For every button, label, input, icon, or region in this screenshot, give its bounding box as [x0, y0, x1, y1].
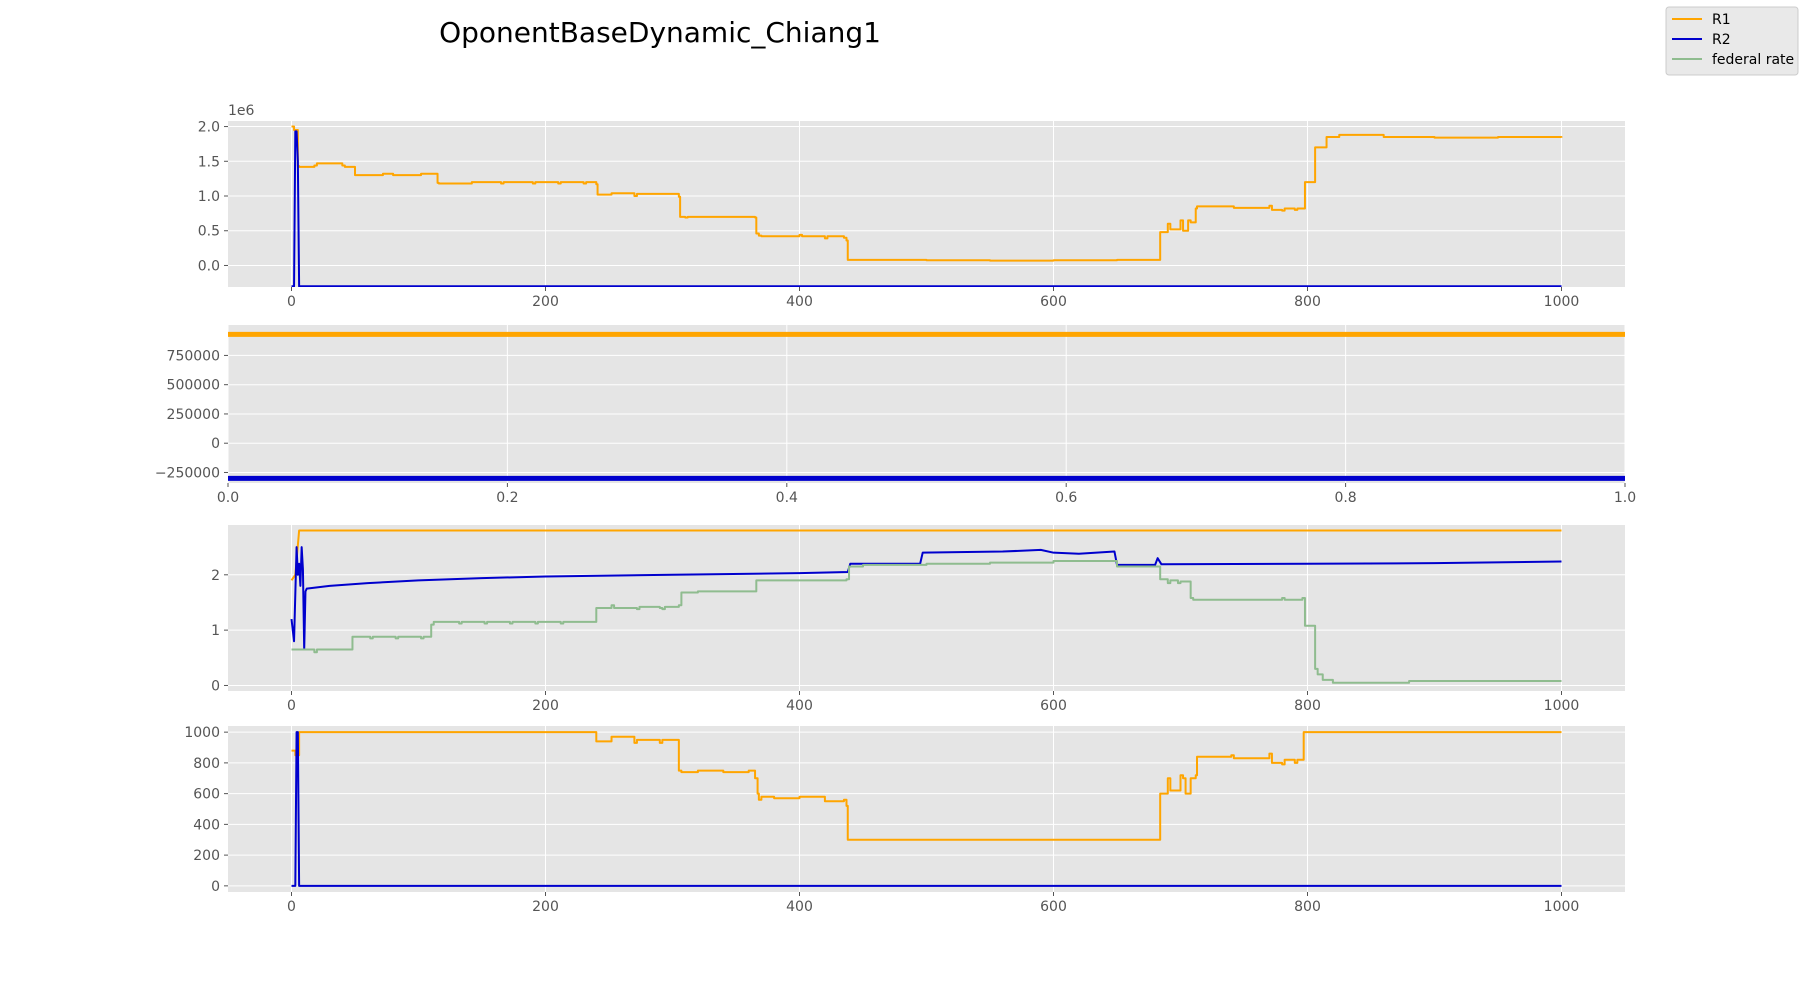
- x-tick-label: 0: [287, 899, 296, 915]
- x-tick-label: 1000: [1544, 899, 1580, 915]
- y-tick-label: 0.0: [198, 258, 220, 274]
- series-group: [291, 731, 1562, 887]
- legend-entry-federal-rate: federal rate: [1672, 52, 1794, 68]
- series-line-r2: [290, 546, 1562, 651]
- x-tick-label: 400: [786, 294, 813, 310]
- y-tick-label: 0.5: [198, 224, 220, 240]
- legend-label-r1: R1: [1712, 12, 1731, 28]
- y-tick-label: 0: [211, 879, 220, 895]
- y-tick-label: 2.0: [198, 120, 220, 136]
- x-tick-label: 800: [1294, 698, 1321, 714]
- y-tick-label: 0: [211, 436, 220, 452]
- series-group: [291, 125, 1563, 287]
- y-tick-label: 400: [193, 817, 220, 833]
- legend-entry-r1: R1: [1672, 12, 1731, 28]
- legend-label-r2: R2: [1712, 32, 1731, 48]
- y-offset-label: 1e6: [228, 103, 255, 119]
- subplot-4: 0 200 400 600 800 1000 0 200 400 600 800 1000: [184, 725, 1625, 915]
- x-tick-label: 600: [1040, 899, 1067, 915]
- y-tick-label: 500000: [167, 378, 220, 394]
- plot-area: [228, 726, 1625, 892]
- y-tick-label: 2: [211, 568, 220, 584]
- y-tick-label: 0: [211, 678, 220, 694]
- x-tick-label: 800: [1294, 294, 1321, 310]
- series-line-r2: [291, 731, 1562, 887]
- legend-entry-r2: R2: [1672, 32, 1731, 48]
- legend-label-federal-rate: federal rate: [1712, 52, 1794, 68]
- series-group: [228, 331, 1625, 481]
- x-tick-label: 400: [786, 698, 813, 714]
- x-tick-label: 0.0: [217, 490, 239, 506]
- y-tick-label: 1000: [184, 725, 220, 741]
- subplot-2: 0.0 0.2 0.4 0.6 0.8 1.0 −250000 0 250000 500000 75…: [155, 325, 1636, 506]
- x-tick-label: 600: [1040, 294, 1067, 310]
- x-tick-label: 800: [1294, 899, 1321, 915]
- plot-area: [228, 121, 1625, 287]
- x-tick-label: 0.2: [496, 490, 518, 506]
- x-tick-label: 0.4: [776, 490, 798, 506]
- x-tick-label: 1.0: [1614, 490, 1636, 506]
- series-line-r1: [291, 731, 1562, 841]
- figure-title: OponentBaseDynamic_Chiang1: [439, 16, 881, 49]
- y-tick-label: 250000: [167, 407, 220, 423]
- y-tick-label: 600: [193, 787, 220, 803]
- series-line-r2: [291, 130, 1562, 287]
- y-tick-label: 200: [193, 848, 220, 864]
- y-tick-label: 1.0: [198, 189, 220, 205]
- x-tick-label: 1000: [1544, 698, 1580, 714]
- series-line-federal-rate: [291, 559, 1562, 684]
- y-tick-label: −250000: [155, 465, 220, 481]
- x-tick-label: 1000: [1544, 294, 1580, 310]
- plot-area: [228, 325, 1625, 483]
- plot-area: [228, 525, 1625, 691]
- x-tick-label: 0.8: [1334, 490, 1356, 506]
- y-tick-label: 750000: [167, 348, 220, 364]
- subplot-3: 0 200 400 600 800 1000 0 1 2: [211, 525, 1625, 714]
- subplot-1: 0 200 400 600 800 1000 0.0 0.5 1.0 1.5 2.0 1e6: [198, 103, 1625, 310]
- series-line-r1: [291, 125, 1563, 262]
- x-tick-label: 200: [532, 698, 559, 714]
- x-tick-label: 200: [532, 294, 559, 310]
- y-tick-label: 800: [193, 756, 220, 772]
- y-tick-label: 1: [211, 623, 220, 639]
- x-tick-label: 0: [287, 294, 296, 310]
- x-tick-label: 600: [1040, 698, 1067, 714]
- series-group: [290, 529, 1562, 684]
- x-tick-label: 400: [786, 899, 813, 915]
- x-tick-label: 200: [532, 899, 559, 915]
- x-tick-label: 0.6: [1055, 490, 1077, 506]
- legend: R1 R2 federal rate: [1665, 6, 1799, 76]
- x-tick-label: 0: [287, 698, 296, 714]
- y-tick-label: 1.5: [198, 154, 220, 170]
